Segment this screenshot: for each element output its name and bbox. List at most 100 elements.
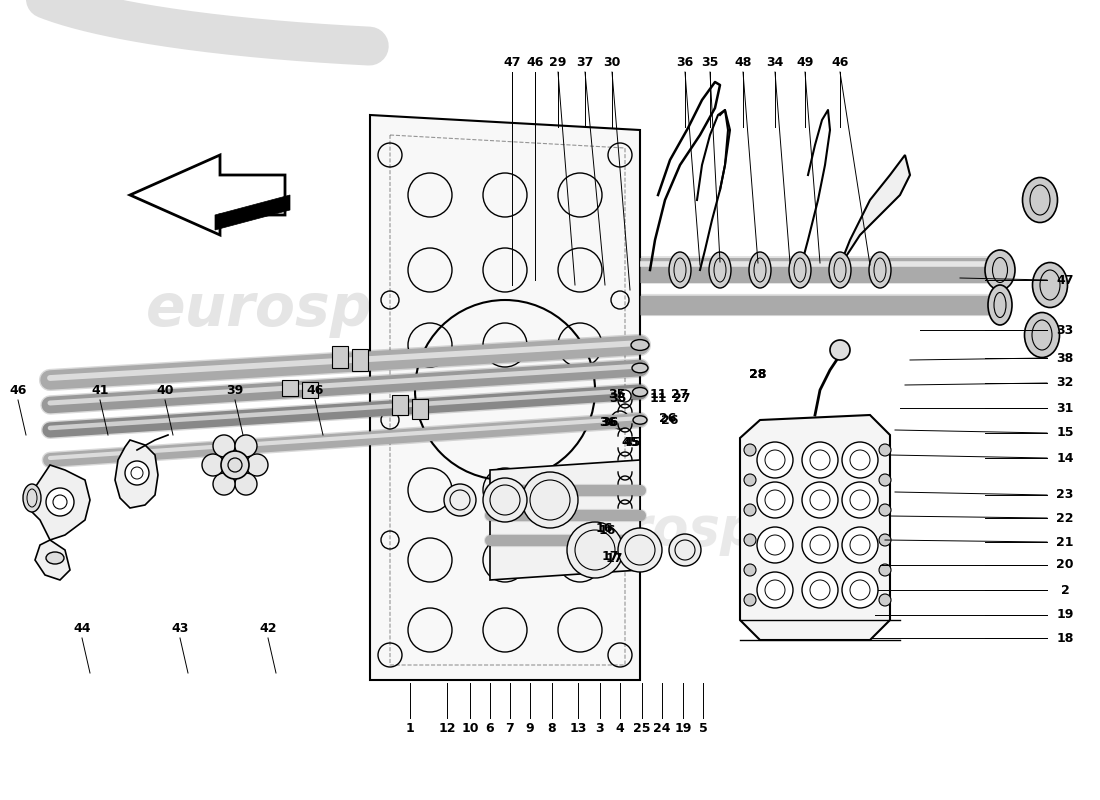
Circle shape <box>669 534 701 566</box>
Circle shape <box>221 451 249 479</box>
Ellipse shape <box>984 250 1015 290</box>
Text: 1: 1 <box>406 722 415 734</box>
Text: 12: 12 <box>438 722 455 734</box>
Text: 36: 36 <box>676 55 694 69</box>
Text: 10: 10 <box>461 722 478 734</box>
Circle shape <box>213 435 235 457</box>
Ellipse shape <box>632 363 648 373</box>
Ellipse shape <box>23 484 41 512</box>
Text: 24: 24 <box>653 722 671 734</box>
Circle shape <box>235 473 257 495</box>
Circle shape <box>483 478 527 522</box>
Text: 45: 45 <box>621 435 639 449</box>
Text: 36: 36 <box>602 417 618 430</box>
Text: 47: 47 <box>504 55 520 69</box>
Ellipse shape <box>46 552 64 564</box>
Ellipse shape <box>749 252 771 288</box>
Bar <box>412 398 428 418</box>
Circle shape <box>830 340 850 360</box>
Text: 39: 39 <box>227 383 243 397</box>
Text: 11: 11 <box>649 389 667 402</box>
Circle shape <box>802 482 838 518</box>
Text: 25: 25 <box>634 722 651 734</box>
Text: eurospares: eurospares <box>145 282 515 338</box>
Ellipse shape <box>869 252 891 288</box>
Text: 16: 16 <box>595 522 613 534</box>
Text: 44: 44 <box>74 622 90 634</box>
Text: 33: 33 <box>1056 323 1074 337</box>
Text: 46: 46 <box>306 383 323 397</box>
Text: 7: 7 <box>506 722 515 734</box>
Circle shape <box>879 594 891 606</box>
Text: 28: 28 <box>749 369 767 382</box>
Circle shape <box>757 572 793 608</box>
Ellipse shape <box>1024 313 1059 358</box>
Text: 47: 47 <box>1056 274 1074 286</box>
Text: 11: 11 <box>649 391 667 405</box>
Ellipse shape <box>632 416 647 424</box>
Circle shape <box>744 504 756 516</box>
Text: eurospares: eurospares <box>553 504 887 556</box>
Bar <box>352 349 368 370</box>
Bar <box>392 395 408 415</box>
Text: 13: 13 <box>570 722 586 734</box>
Text: 17: 17 <box>605 551 623 565</box>
Text: 34: 34 <box>767 55 783 69</box>
Circle shape <box>566 522 623 578</box>
Text: 46: 46 <box>526 55 543 69</box>
Text: 8: 8 <box>548 722 557 734</box>
Bar <box>302 382 318 398</box>
Text: 46: 46 <box>9 383 26 397</box>
Circle shape <box>842 527 878 563</box>
Circle shape <box>744 594 756 606</box>
Ellipse shape <box>710 252 732 288</box>
Polygon shape <box>35 540 70 580</box>
Circle shape <box>618 528 662 572</box>
Polygon shape <box>130 155 285 235</box>
Ellipse shape <box>1023 178 1057 222</box>
Text: 20: 20 <box>1056 558 1074 571</box>
Circle shape <box>757 527 793 563</box>
Circle shape <box>744 534 756 546</box>
Text: 27: 27 <box>671 389 689 402</box>
Bar <box>332 346 348 368</box>
Text: 19: 19 <box>674 722 692 734</box>
Circle shape <box>125 461 148 485</box>
Text: 23: 23 <box>1056 489 1074 502</box>
Text: 29: 29 <box>549 55 566 69</box>
Text: 27: 27 <box>673 391 691 405</box>
Text: 40: 40 <box>156 383 174 397</box>
Circle shape <box>235 435 257 457</box>
Text: 18: 18 <box>1056 631 1074 645</box>
Polygon shape <box>214 195 290 230</box>
Circle shape <box>879 504 891 516</box>
Circle shape <box>842 482 878 518</box>
Text: 49: 49 <box>796 55 814 69</box>
Circle shape <box>757 482 793 518</box>
Text: 17: 17 <box>602 550 618 562</box>
Circle shape <box>879 534 891 546</box>
Text: 26: 26 <box>661 414 679 426</box>
Bar <box>282 380 298 396</box>
Polygon shape <box>840 155 910 265</box>
Text: 42: 42 <box>260 622 277 634</box>
Ellipse shape <box>632 387 648 397</box>
Text: 46: 46 <box>832 55 849 69</box>
Text: 35: 35 <box>609 391 627 405</box>
Text: 43: 43 <box>172 622 189 634</box>
Ellipse shape <box>631 339 649 350</box>
Text: 31: 31 <box>1056 402 1074 414</box>
Text: 35: 35 <box>702 55 718 69</box>
Ellipse shape <box>789 252 811 288</box>
Text: 2: 2 <box>1060 583 1069 597</box>
Circle shape <box>619 390 631 402</box>
Circle shape <box>246 454 268 476</box>
Ellipse shape <box>988 285 1012 325</box>
Circle shape <box>842 442 878 478</box>
Circle shape <box>879 444 891 456</box>
Polygon shape <box>370 115 640 680</box>
Text: 15: 15 <box>1056 426 1074 439</box>
Circle shape <box>744 474 756 486</box>
Text: 28: 28 <box>749 369 767 382</box>
Circle shape <box>744 444 756 456</box>
